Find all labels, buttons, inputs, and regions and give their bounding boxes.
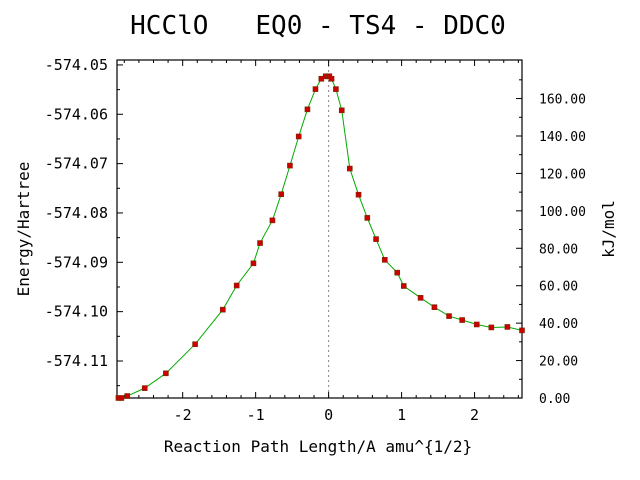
y2-tick-label: 140.00 (539, 130, 586, 145)
data-point (473, 321, 480, 328)
data-point (141, 385, 148, 391)
x-axis-label: Reaction Path Length/A amu^{1/2} (164, 437, 472, 456)
data-point (257, 240, 263, 246)
data-point (382, 257, 388, 263)
data-point (163, 370, 169, 377)
data-point (269, 217, 276, 224)
x-tick-label: -2 (174, 406, 192, 424)
plot-frame (116, 59, 523, 399)
x-tick-label: 0 (324, 406, 333, 424)
data-point (118, 395, 125, 401)
y-tick-label: -574.10 (45, 303, 108, 321)
chart-title: HCClO EQ0 - TS4 - DDC0 (130, 11, 506, 41)
y2-tick-label: 0.00 (539, 392, 570, 407)
data-point (519, 327, 525, 334)
y2-tick-label: 80.00 (539, 242, 578, 257)
data-point (295, 133, 302, 140)
data-point (459, 317, 465, 323)
y-tick-label: -574.06 (45, 105, 108, 123)
data-point (287, 162, 293, 169)
y2-tick-label: 120.00 (539, 167, 586, 182)
data-point (233, 282, 240, 289)
y-tick-label: -574.07 (45, 155, 108, 173)
data-point (333, 86, 339, 92)
y2-tick-label: 100.00 (539, 205, 586, 220)
data-point (400, 283, 407, 289)
data-point (278, 191, 284, 198)
data-point (312, 86, 319, 92)
data-point (364, 215, 371, 221)
data-point (328, 75, 335, 82)
data-point (250, 260, 257, 267)
y-tick-label: -574.09 (45, 253, 108, 271)
x-axis: -2 -1 0 1 2 (123, 60, 519, 424)
data-point (304, 106, 311, 113)
data-points (115, 73, 525, 401)
y-axis-label: Energy/Hartree (14, 162, 33, 297)
data-point (446, 313, 452, 319)
y2-tick-label: 20.00 (539, 355, 578, 370)
data-point (338, 107, 345, 114)
y2-tick-label: 160.00 (539, 93, 586, 108)
data-point (192, 341, 198, 348)
data-point (373, 236, 379, 242)
y2-tick-label: 40.00 (539, 317, 578, 332)
y-axis-left: -574.05 -574.06 -574.07 -574.08 -574.09 -574.… (45, 56, 123, 387)
data-point (417, 295, 424, 301)
x-tick-label: -1 (247, 406, 265, 424)
data-point (431, 304, 438, 311)
y2-tick-label: 60.00 (539, 280, 578, 295)
y-tick-label: -574.08 (45, 204, 108, 222)
y-tick-label: -574.11 (45, 352, 108, 370)
data-point (504, 324, 511, 330)
y-axis-right: 0.00 20.00 40.00 60.00 80.00 100.00 120.00 140.… (516, 79, 586, 407)
data-point (124, 393, 131, 399)
data-point (355, 191, 362, 198)
y2-axis-label: kJ/mol (599, 200, 618, 258)
data-point (346, 165, 353, 172)
data-point (220, 306, 226, 313)
x-tick-label: 1 (397, 406, 406, 424)
y-tick-label: -574.05 (45, 56, 108, 74)
data-point (488, 324, 495, 331)
energy-curve (118, 75, 523, 399)
x-tick-label: 2 (470, 406, 479, 424)
data-point (394, 269, 401, 276)
